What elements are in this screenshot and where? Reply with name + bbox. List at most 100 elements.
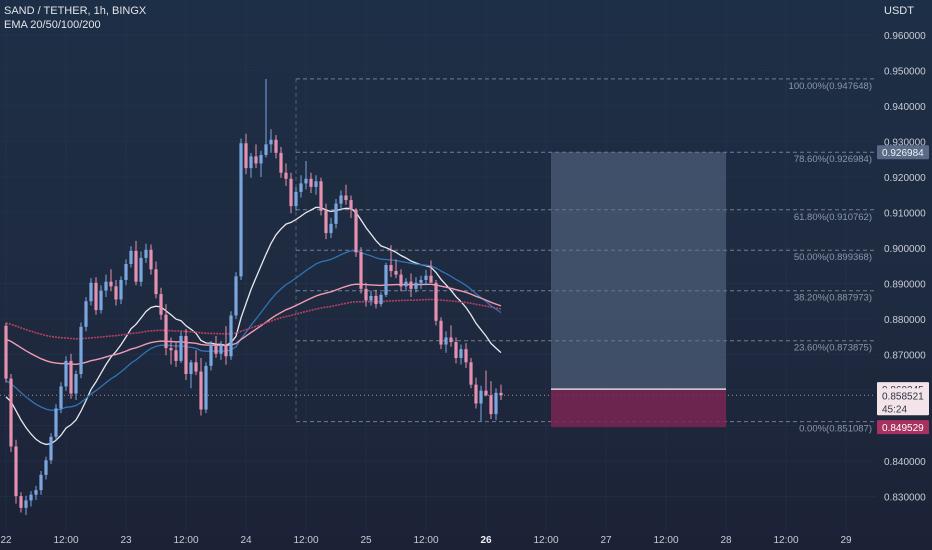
candle-body [134,251,137,282]
candle-body [159,294,162,315]
candle-body [19,496,22,508]
candle-body [364,289,367,301]
candle-body [409,282,412,289]
candle-body [319,181,322,210]
candle-body [129,251,132,264]
candle-body [169,348,172,350]
candle-body [174,350,177,361]
candle-body [229,315,232,356]
fib-level-label: 0.00%(0.851087) [799,424,872,435]
candle-body [354,210,357,253]
x-tick-label: 12:00 [533,535,558,546]
price-label-countdown: 45:24 [882,404,907,415]
candle-body [64,361,67,387]
symbol-title[interactable]: SAND / TETHER, 1h, BINGX [4,5,146,17]
y-tick-label: 0.830000 [884,493,926,504]
candle-body [399,275,402,287]
candle-body [459,349,462,358]
candle-body [74,374,77,394]
candle-body [404,282,407,287]
candle-body [209,345,212,366]
candle-body [264,144,267,155]
candle-body [94,283,97,310]
candle-body [219,346,222,354]
candle-body [99,291,102,311]
fib-level-label: 50.00%(0.899368) [794,252,872,263]
y-tick-label: 0.960000 [884,31,926,42]
stop-loss-zone[interactable] [551,389,726,427]
y-tick-label: 0.840000 [884,457,926,468]
candle-body [359,252,362,289]
candle-body [54,408,57,436]
candle-body [239,143,242,276]
indicator-legend[interactable]: EMA 20/50/100/200 [4,19,101,31]
candle-body [109,282,112,287]
candle-body [24,500,27,507]
y-tick-label: 0.880000 [884,315,926,326]
candle-body [389,265,392,271]
candle-body [234,276,237,315]
y-tick-label: 0.920000 [884,173,926,184]
candle-body [309,179,312,187]
candle-body [59,386,62,408]
candle-body [454,342,457,358]
candle-body [469,362,472,384]
fib-level-label: 23.60%(0.873875) [794,343,872,354]
time-axis[interactable]: 22 12:00 23 12:00 24 12:00 25 12:00 26 12:00 27 12:… [0,535,852,546]
x-tick-label: 12:00 [653,535,678,546]
candle-body [414,283,417,289]
candle-body [324,211,327,233]
candle-body [379,295,382,304]
x-tick-label: 12:00 [173,535,198,546]
x-tick-label: 27 [600,535,612,546]
candle-body [474,385,477,404]
long-position-tool[interactable] [551,152,726,427]
candle-body [184,336,187,374]
x-tick-label: 12:00 [773,535,798,546]
candle-body [299,183,302,192]
y-tick-label: 0.940000 [884,102,926,113]
candle-body [4,326,7,379]
candle-body [494,393,497,414]
candle-body [384,265,387,295]
candle-body [349,200,352,210]
y-tick-label: 0.890000 [884,280,926,291]
candle-body [294,192,297,206]
x-tick-label: 22 [0,535,12,546]
candle-body [114,286,117,299]
y-tick-label: 0.870000 [884,351,926,362]
candle-body [69,361,72,394]
candle-body [34,490,37,495]
candle-body [249,156,252,168]
candle-body [259,155,262,164]
candle-body [429,276,432,283]
candle-body [369,296,372,301]
candle-body [339,195,342,203]
candle-body [89,283,92,301]
candle-body [439,321,442,345]
candle-body [274,140,277,153]
profit-target-zone[interactable] [551,152,726,389]
x-tick-label: 28 [720,535,732,546]
candle-body [144,250,147,258]
candle-body [244,143,247,168]
candle-body [424,276,427,280]
fib-level-label: 38.20%(0.887973) [794,293,872,304]
candle-body [139,258,142,282]
candle-body [314,181,317,187]
candle-body [464,349,467,362]
candle-body [49,437,52,460]
candle-body [44,460,47,475]
x-tick-label: 29 [840,535,852,546]
candle-body [39,475,42,490]
candle-body [149,250,152,270]
candle-body [214,345,217,354]
candle-body [304,179,307,184]
candle-body [434,283,437,321]
x-tick-label: 26 [480,535,492,546]
candle-body [14,446,17,496]
candle-body [119,280,122,300]
candle-body [29,495,32,501]
